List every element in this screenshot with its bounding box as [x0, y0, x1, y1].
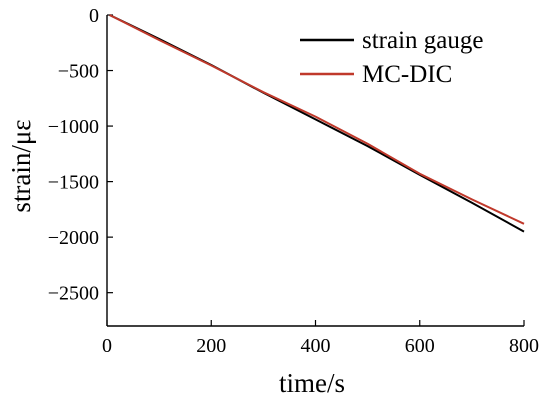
series-line-mc-dic [109, 14, 525, 225]
y-tick-label: 0 [89, 5, 99, 27]
x-tick-label: 200 [196, 335, 226, 357]
x-tick-label: 800 [509, 335, 539, 357]
y-tick-label: −1500 [48, 172, 99, 194]
x-tick-label: 400 [301, 335, 331, 357]
y-axis-title: strain/με [6, 119, 36, 212]
y-tick-label: −2500 [48, 283, 99, 305]
x-ticks: 0 200 400 600 800 [102, 320, 539, 357]
legend-label-strain-gauge: strain gauge [362, 27, 483, 54]
x-tick-label: 0 [102, 335, 112, 357]
x-tick-label: 600 [405, 335, 435, 357]
y-tick-label: −2000 [48, 227, 99, 249]
x-axis-title: time/s [279, 368, 345, 398]
series-lines [109, 14, 525, 233]
legend: strain gauge MC-DIC [300, 27, 483, 88]
y-tick-label: −1000 [48, 116, 99, 138]
y-tick-label: −500 [58, 61, 99, 83]
plot-area: 0 −500 −1000 −1500 −2000 −2500 0 200 400 600 800 [48, 5, 539, 357]
y-ticks: 0 −500 −1000 −1500 −2000 −2500 [48, 5, 113, 305]
legend-label-mc-dic: MC-DIC [362, 61, 452, 88]
